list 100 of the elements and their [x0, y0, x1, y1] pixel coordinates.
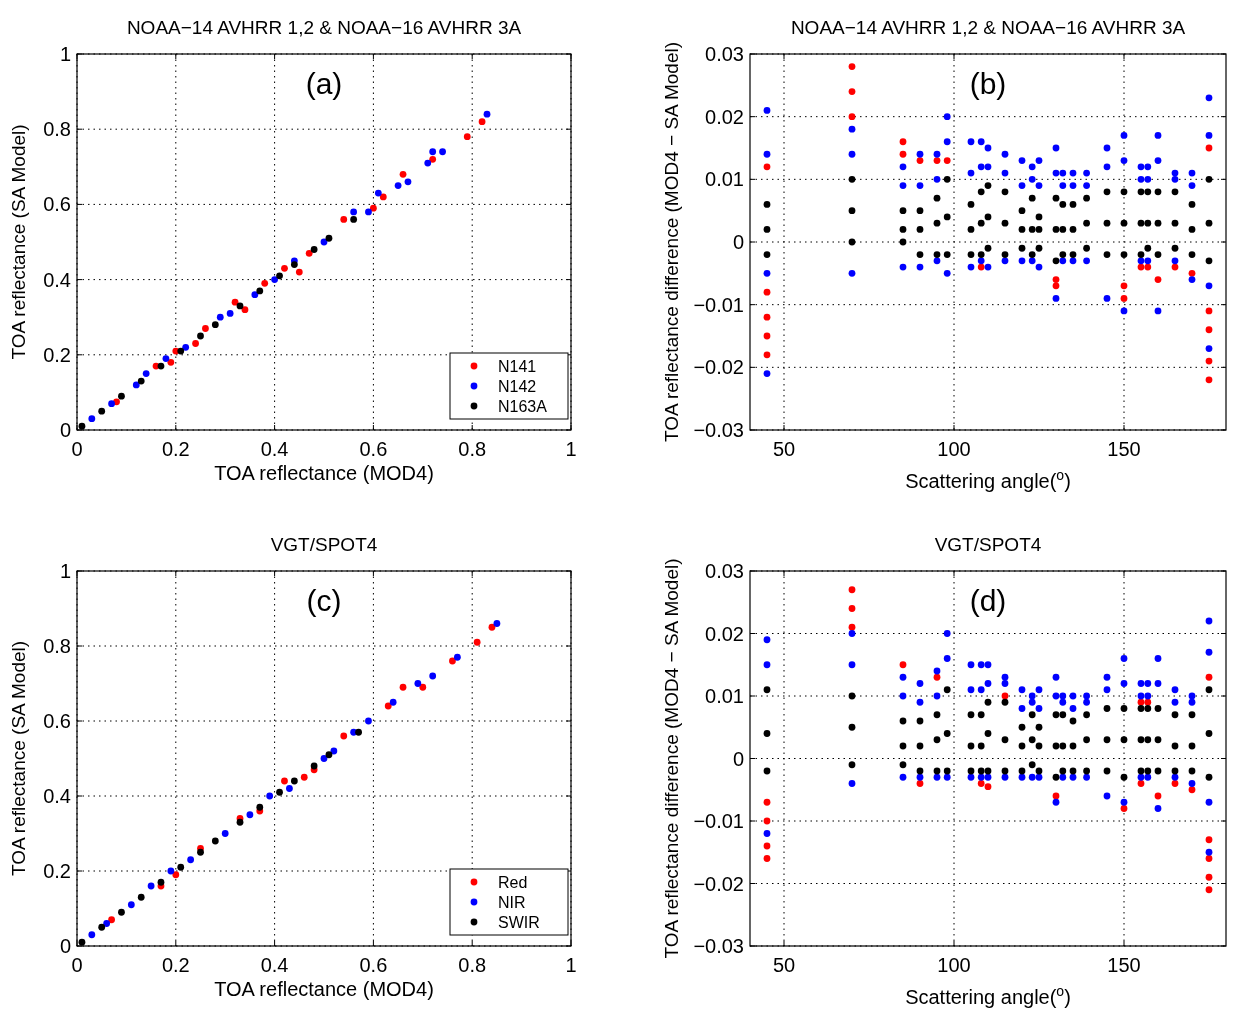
point [142, 370, 150, 377]
point [88, 415, 96, 423]
point [256, 803, 264, 811]
point [236, 302, 244, 310]
x-axis-title: TOA reflectance (MOD4) [214, 978, 434, 1000]
point [241, 306, 249, 314]
y-axis-title: TOA reflectance (SA Model) [8, 640, 29, 877]
point [98, 407, 106, 415]
chart-title: VGT/SPOT4 [270, 534, 378, 555]
point [167, 358, 175, 366]
point [147, 882, 155, 890]
point [221, 830, 229, 837]
point [290, 261, 298, 268]
x-tick-label: 150 [1107, 438, 1141, 460]
point [1205, 836, 1213, 844]
point [118, 908, 125, 916]
legend-label: N163A [498, 397, 548, 415]
point [271, 276, 278, 283]
point [1137, 780, 1145, 787]
y-tick-label: −0.03 [693, 419, 744, 441]
annotation: (d) [969, 584, 1007, 617]
legend-label: SWIR [498, 913, 540, 931]
point [399, 170, 407, 178]
point [1171, 263, 1179, 271]
y-tick-label: −0.02 [693, 356, 744, 379]
point [350, 208, 358, 216]
point [848, 623, 856, 631]
x-tick-label: 150 [1107, 954, 1141, 976]
chart-title: VGT/SPOT4 [934, 534, 1042, 555]
legend-label: N142 [498, 377, 537, 395]
point [1052, 276, 1060, 283]
y-axis-title: TOA reflectance difference (MOD4 − SA Model) [661, 41, 682, 443]
x-tick-label: 0.8 [458, 954, 487, 976]
point [763, 817, 771, 825]
point [449, 657, 456, 665]
point [984, 783, 992, 791]
point [429, 148, 437, 156]
point [1205, 376, 1213, 384]
point [182, 343, 190, 351]
point [1205, 326, 1213, 334]
y-tick-label: −0.01 [693, 810, 744, 832]
point [1137, 698, 1145, 706]
point [211, 321, 219, 329]
point [162, 355, 170, 362]
point [493, 620, 501, 627]
point [1144, 263, 1152, 271]
point [78, 422, 86, 430]
x-tick-label: 0.6 [359, 438, 388, 460]
point [1137, 263, 1145, 271]
x-tick-label: 1 [565, 438, 577, 460]
point [384, 702, 392, 710]
point [1188, 269, 1196, 277]
x-tick-label: 0.2 [161, 438, 190, 460]
point [295, 268, 303, 276]
point [340, 732, 348, 740]
y-tick-label: 0.01 [705, 685, 744, 707]
point [246, 811, 254, 819]
point [424, 159, 432, 167]
y-tick-label: 0.03 [705, 43, 744, 65]
y-tick-label: 0 [732, 231, 744, 253]
point [108, 400, 115, 408]
point [478, 118, 486, 126]
point [453, 653, 461, 661]
y-tick-label: 1 [59, 560, 71, 582]
point [281, 777, 288, 785]
point [394, 182, 402, 189]
point [355, 728, 362, 736]
annotation: (a) [305, 67, 343, 100]
point [118, 392, 125, 400]
point [276, 788, 283, 796]
point [379, 193, 387, 201]
y-tick-label: 0.4 [43, 268, 71, 291]
point [1205, 307, 1213, 315]
chart-title: NOAA−14 AVHRR 1,2 & NOAA−16 AVHRR 3A [126, 17, 522, 38]
point [1205, 886, 1213, 894]
point [1171, 780, 1179, 787]
point [473, 638, 481, 646]
point [429, 672, 437, 680]
point [172, 871, 180, 879]
point [977, 780, 985, 787]
point [1120, 805, 1128, 812]
point [1144, 698, 1152, 706]
x-tick-label: 1 [565, 954, 577, 976]
point [365, 717, 372, 725]
x-tick-label: 0.6 [359, 954, 388, 976]
point [197, 848, 204, 856]
point [1052, 282, 1060, 290]
point [763, 842, 771, 850]
y-tick-label: 0.03 [705, 560, 744, 582]
point [281, 264, 288, 272]
point [483, 110, 491, 118]
point [404, 178, 412, 186]
point [763, 313, 771, 321]
point [370, 204, 377, 212]
point [365, 208, 372, 216]
x-axis-title: Scattering angle($^{o}$) [905, 467, 1071, 492]
point [108, 916, 115, 924]
point [763, 163, 771, 171]
point [276, 272, 283, 280]
point [943, 157, 951, 164]
